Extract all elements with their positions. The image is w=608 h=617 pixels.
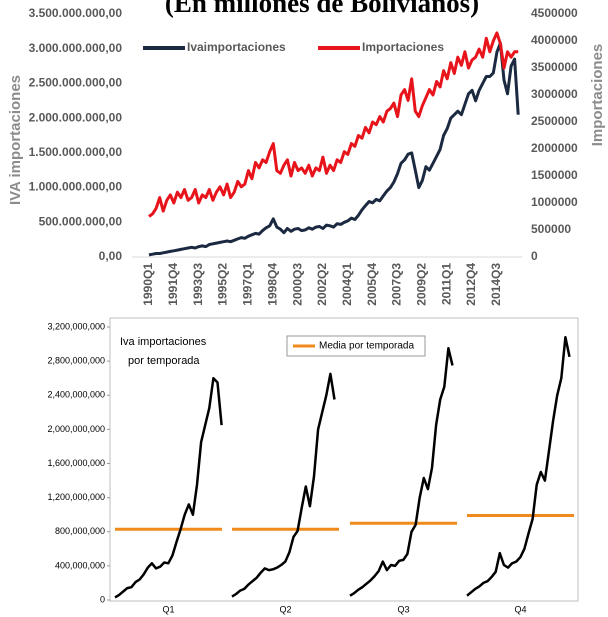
season-line [466,335,571,597]
y-tick-label: 500.000.000,00 [39,214,123,228]
legend-box [286,335,426,357]
season-line [114,376,223,599]
y2-tick-label: 1500000 [531,168,578,182]
y2-tick-label: 3500000 [531,60,578,74]
y-tick-label: 1,600,000,000 [47,458,105,468]
x-tick-label: 2007Q3 [390,263,404,306]
x-tick-label: 1990Q1 [141,263,155,306]
y-tick-label: 1.000.000.000,00 [29,180,123,194]
y-tick-label: 0 [100,594,105,604]
x-tick-label: 1995Q2 [216,263,230,306]
y2-tick-label: 3000000 [531,87,578,101]
x-tick-label: 2004Q1 [340,263,354,306]
y-tick-label: 400,000,000 [55,560,105,570]
x-tick-label: 2005Q4 [365,263,379,306]
legend-label: Ivaimportaciones [187,40,286,54]
y2-tick-label: 4000000 [531,33,578,47]
y-tick-label: 1.500.000.000,00 [29,145,123,159]
y-tick-label: 2.500.000.000,00 [29,76,123,90]
y-tick-label: 800,000,000 [55,526,105,536]
y-tick-label: 2.000.000.000,00 [29,110,123,124]
x-tick-label: 1997Q1 [241,263,255,306]
x-tick-label: 1991Q4 [166,263,180,306]
x-tick-label: Q2 [279,604,291,614]
y2-tick-label: 2500000 [531,114,578,128]
y-tick-label: 0,00 [99,249,123,263]
x-tick-label: 2000Q3 [290,263,304,306]
plot-frame [109,317,579,602]
y-tick-label: 2,800,000,000 [47,356,105,366]
y-tick-label: 3.500.000.000,00 [29,6,123,20]
x-tick-label: 2002Q2 [315,263,329,306]
y2-tick-label: 1000000 [531,195,578,209]
y-tick-label: 2,000,000,000 [47,424,105,434]
y2-tick-label: 2000000 [531,141,578,155]
chart-title: (En millones de Bolivianos) [165,0,479,18]
y2-tick-label: 500000 [531,222,571,236]
legend-label: Media por temporada [319,341,414,352]
y-tick-label: 2,400,000,000 [47,390,105,400]
legend-label: Importaciones [362,40,444,54]
season-line [349,347,454,597]
x-tick-label: Q1 [162,604,174,614]
y2-tick-label: 0 [531,249,538,263]
y-tick-label: 3.000.000.000,00 [29,41,123,55]
x-tick-label: Q4 [514,604,526,614]
x-tick-label: 2014Q3 [489,263,503,306]
x-tick-label: 1998Q4 [265,263,279,306]
season-line [231,372,336,598]
x-tick-label: 1993Q3 [191,263,205,306]
y2-axis-title: Importaciones [589,44,606,147]
y2-tick-label: 4500000 [531,6,578,20]
y-axis-title: IVA importaciones [7,75,24,205]
x-tick-label: Q3 [397,604,409,614]
x-tick-label: 2009Q2 [415,263,429,306]
x-tick-label: 2012Q4 [464,263,478,306]
y-tick-label: 3,200,000,000 [47,321,105,331]
annotation: por temporada [128,355,200,367]
annotation: Iva importaciones [120,336,207,348]
y-tick-label: 1,200,000,000 [47,492,105,502]
series-line [148,41,520,257]
x-tick-label: 2011Q1 [439,263,453,305]
series-line [148,31,519,218]
